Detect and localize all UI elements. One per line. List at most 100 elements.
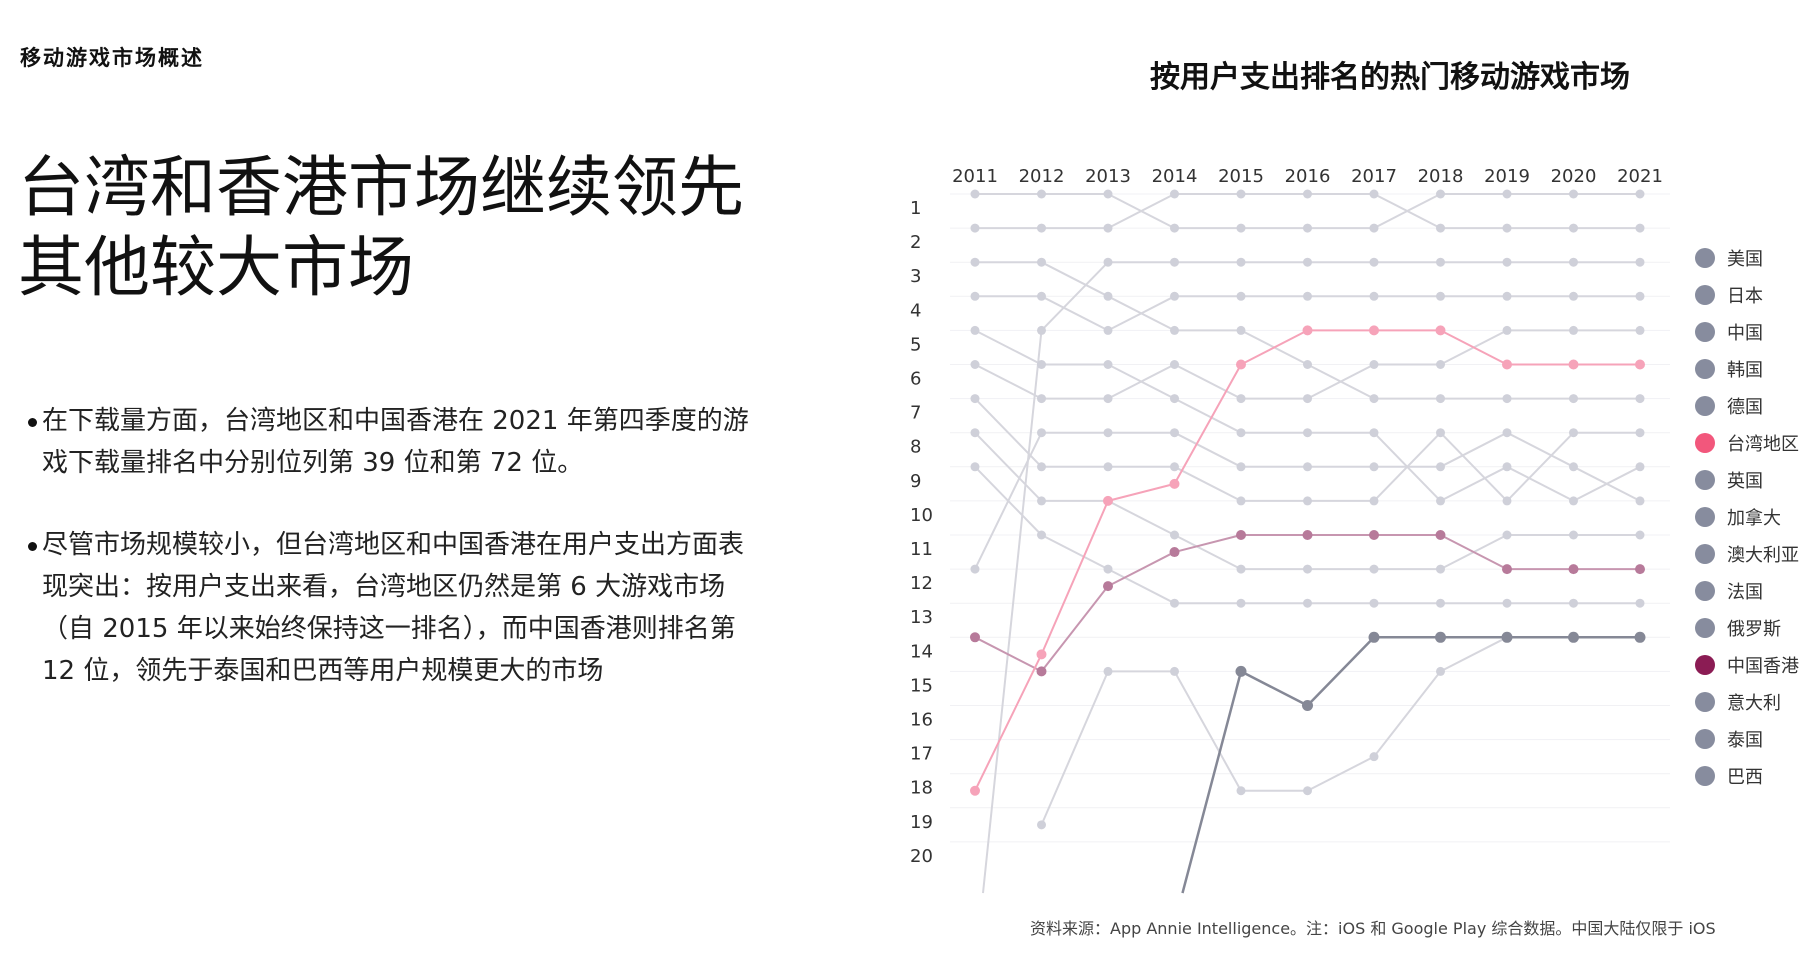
legend-label: 泰国 (1727, 730, 1763, 751)
headline-line-2: 其他较大市场 (18, 229, 414, 306)
legend-label: 美国 (1727, 249, 1763, 270)
data-point (1369, 462, 1379, 472)
x-tick-label: 2011 (952, 166, 998, 187)
data-point (1436, 291, 1445, 301)
data-point (1635, 325, 1645, 335)
data-point (1635, 394, 1645, 404)
data-point (1103, 428, 1113, 438)
data-point (970, 223, 980, 233)
data-point (1502, 325, 1512, 335)
data-point (1302, 325, 1313, 336)
data-point (1502, 394, 1512, 404)
data-point (1568, 631, 1579, 643)
data-point (1502, 462, 1512, 472)
data-point (1103, 581, 1113, 592)
data-point (1037, 428, 1046, 438)
bullet-item-spending: 尽管市场规模较小，但台湾地区和中国香港在用户支出方面表现突出：按用户支出来看，台… (28, 524, 750, 692)
data-point (1436, 564, 1445, 574)
y-tick-label: 7 (910, 403, 921, 424)
data-point (1103, 360, 1113, 369)
legend-marker (1695, 359, 1715, 379)
data-point (1635, 189, 1645, 199)
data-point (1569, 257, 1578, 267)
data-point (1502, 291, 1512, 301)
data-point (1502, 496, 1512, 506)
data-point (1170, 530, 1179, 540)
legend-label: 意大利 (1727, 693, 1781, 714)
legend-label: 中国 (1727, 323, 1763, 344)
data-point (1569, 325, 1578, 335)
series-line (975, 295, 1640, 332)
y-tick-label: 20 (910, 846, 933, 867)
series-line (982, 261, 1640, 894)
y-tick-label: 17 (910, 744, 933, 765)
data-point (1103, 223, 1113, 233)
legend-label: 澳大利亚 (1727, 545, 1799, 566)
data-point (1103, 291, 1113, 301)
chart-title: 按用户支出排名的热门移动游戏市场 (1150, 60, 1630, 95)
data-point (1435, 530, 1446, 540)
data-point (970, 428, 980, 438)
y-tick-label: 9 (910, 471, 921, 492)
data-point (1635, 359, 1645, 370)
data-point (1635, 462, 1645, 472)
data-point (1369, 496, 1379, 506)
data-point (1236, 530, 1246, 540)
data-point (1235, 665, 1247, 677)
legend-marker (1695, 433, 1715, 453)
headline-line-1: 台湾和香港市场继续领先 (18, 149, 744, 226)
data-point (1170, 257, 1179, 267)
data-point (1169, 547, 1180, 558)
data-point (1236, 223, 1246, 233)
data-point (1103, 325, 1113, 335)
x-tick-label: 2015 (1218, 166, 1264, 187)
data-point (1037, 462, 1046, 472)
y-tick-label: 1 (910, 198, 921, 219)
data-point (1436, 598, 1445, 608)
data-point (1302, 530, 1313, 540)
section-label: 移动游戏市场概述 (20, 46, 204, 70)
data-point (1369, 530, 1379, 540)
data-point (1369, 752, 1379, 762)
data-point (1236, 564, 1246, 574)
y-tick-label: 15 (910, 675, 933, 696)
data-point (1635, 257, 1645, 267)
legend-label: 日本 (1727, 286, 1763, 307)
legend-marker (1695, 396, 1715, 416)
legend-marker (1695, 729, 1715, 749)
headline: 台湾和香港市场继续领先 其他较大市场 (18, 148, 758, 308)
data-point (1236, 786, 1246, 796)
legend-label: 俄罗斯 (1727, 619, 1781, 640)
x-tick-label: 2017 (1351, 166, 1397, 187)
data-point (1569, 462, 1578, 472)
data-point (1436, 360, 1445, 369)
legend-label: 中国香港 (1727, 656, 1799, 677)
data-point (1635, 223, 1645, 233)
data-point (1169, 478, 1180, 489)
bullet-list: 在下载量方面，台湾地区和中国香港在 2021 年第四季度的游戏下载量排名中分别位… (28, 400, 750, 732)
data-point (1436, 496, 1445, 506)
data-point (1236, 394, 1246, 404)
legend-label: 加拿大 (1727, 507, 1781, 529)
data-point (1436, 428, 1445, 438)
data-point (1236, 257, 1246, 267)
data-point (1236, 496, 1246, 506)
data-point (1502, 257, 1512, 267)
data-point (1569, 189, 1578, 199)
data-point (1037, 496, 1046, 506)
data-point (970, 785, 980, 796)
data-point (1303, 223, 1312, 233)
legend-label: 法国 (1727, 582, 1763, 603)
data-point (1037, 223, 1046, 233)
y-tick-label: 12 (910, 573, 933, 594)
data-point (1103, 189, 1113, 199)
data-point (1502, 564, 1512, 575)
data-point (1170, 189, 1179, 199)
data-point (1170, 360, 1179, 369)
legend-label: 英国 (1727, 471, 1763, 492)
data-point (970, 291, 980, 301)
x-tick-label: 2012 (1019, 166, 1065, 187)
y-tick-label: 19 (910, 812, 933, 833)
data-point (1502, 223, 1512, 233)
